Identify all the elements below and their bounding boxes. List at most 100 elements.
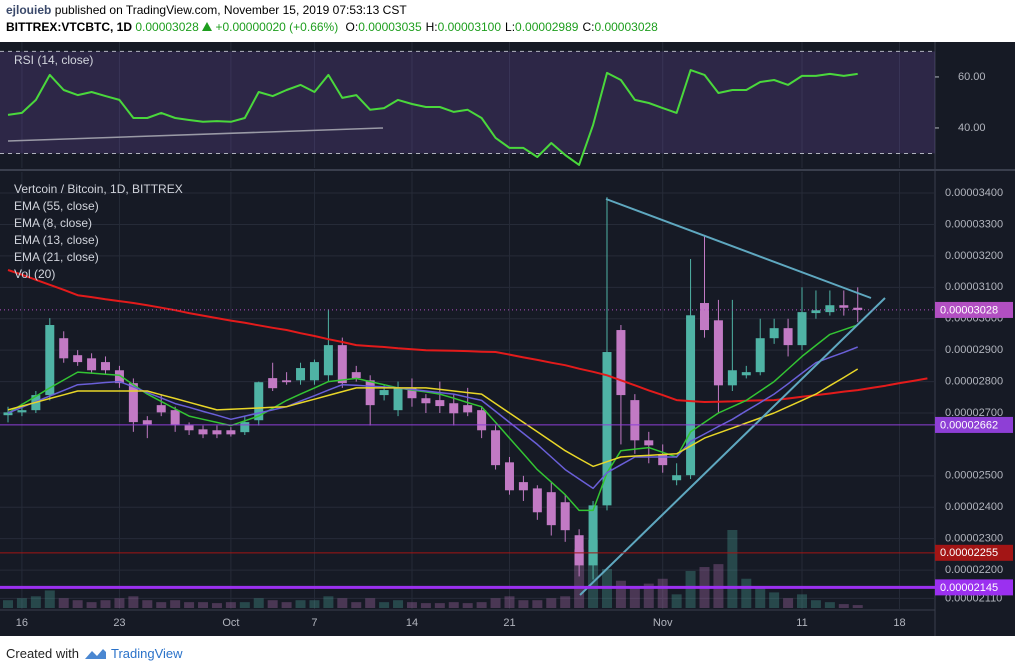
change: +0.00000020 (+0.66%) <box>215 20 339 34</box>
volume-bar <box>727 530 738 608</box>
x-tick-label: 11 <box>796 617 807 629</box>
candle-body <box>59 338 69 359</box>
volume-bar <box>462 603 473 608</box>
candle-body <box>142 420 152 425</box>
volume-bar <box>406 602 417 608</box>
candle-body <box>504 462 514 491</box>
rsi-trendline <box>7 127 384 142</box>
y-tick-label: 0.00002900 <box>945 344 1003 356</box>
volume-bar <box>142 600 153 608</box>
volume-bar <box>755 586 766 608</box>
trendline <box>579 297 886 596</box>
ohlc-label: H: <box>425 20 438 34</box>
marks-layer <box>3 69 928 608</box>
candle-body <box>825 305 835 313</box>
candle-body <box>198 429 208 435</box>
candle-body <box>87 358 97 371</box>
candle-body <box>73 355 83 363</box>
volume-bar <box>72 600 83 608</box>
candle-body <box>393 388 403 411</box>
x-tick-label: 14 <box>406 617 418 629</box>
y-tick-label: 60.00 <box>958 71 986 83</box>
volume-bar <box>100 600 111 608</box>
volume-bar <box>225 602 236 608</box>
header-bg <box>0 0 1015 42</box>
ema-line <box>7 346 858 490</box>
candle-body <box>741 372 751 376</box>
y-tick-label: 0.00002300 <box>945 533 1003 545</box>
x-tick-label: Nov <box>653 617 673 629</box>
y-tick-label: 0.00003200 <box>945 250 1003 262</box>
candle-body <box>783 328 793 346</box>
candle-body <box>365 380 375 406</box>
candle-body <box>755 338 765 373</box>
volume-bar <box>393 600 404 608</box>
up-arrow <box>202 22 213 31</box>
legend-entry: EMA (21, close) <box>14 250 99 264</box>
volume-bar <box>629 586 640 608</box>
candle-body <box>435 400 445 407</box>
ema-line <box>7 368 859 468</box>
volume-bar <box>476 602 487 608</box>
ohlc-value: 0.00003100 <box>437 20 502 34</box>
y-tick-label: 0.00002700 <box>945 407 1003 419</box>
volume-bar <box>86 602 97 608</box>
volume-bar <box>769 592 780 608</box>
candle-body <box>379 390 389 396</box>
symbol: BITTREX:VTCBTC, 1D <box>6 20 132 34</box>
candle-body <box>491 430 501 466</box>
price-level-tag <box>935 301 1013 318</box>
volume-bar <box>58 598 69 608</box>
y-tick-label: 0.00003400 <box>945 187 1003 199</box>
candle-body <box>407 388 417 399</box>
volume-bar <box>518 600 529 608</box>
candle-body <box>212 430 222 435</box>
last-price: 0.00003028 <box>135 20 199 34</box>
candle-body <box>588 505 598 566</box>
volume-bar <box>574 549 585 608</box>
rsi-band <box>0 51 935 154</box>
ema-line <box>7 324 858 512</box>
candle-body <box>296 368 306 381</box>
volume-bar <box>838 604 849 608</box>
candle-body <box>686 315 696 476</box>
candle-body <box>518 482 528 491</box>
ohlc-value: 0.00002989 <box>515 20 579 34</box>
chart-title: Vertcoin / Bitcoin, 1D, BITTREX <box>14 182 183 196</box>
candle-body <box>853 307 863 310</box>
volume-bar <box>783 598 794 608</box>
volume-bar <box>434 603 445 608</box>
rsi-line <box>7 69 858 166</box>
price-level-label: 0.00002255 <box>940 547 998 559</box>
volume-bar <box>351 602 362 608</box>
candle-body <box>156 405 166 413</box>
ohlc-label: O: <box>345 20 359 34</box>
volume-bar <box>797 594 808 608</box>
ema-line <box>7 269 928 403</box>
volume-bar <box>198 602 209 608</box>
published: published on TradingView.com, November 1… <box>54 3 407 17</box>
volume-bar <box>741 578 752 608</box>
candle-body <box>839 305 849 308</box>
volume-bar <box>824 602 835 608</box>
candle-body <box>128 383 138 423</box>
candle-body <box>560 502 570 531</box>
volume-bar <box>128 596 139 608</box>
x-tick-label: 23 <box>113 617 125 629</box>
volume-bar <box>267 600 278 608</box>
volume-bar <box>239 602 250 608</box>
ohlc-label: L: <box>505 20 516 34</box>
brand: TradingView <box>110 646 183 661</box>
volume-bar <box>615 580 626 608</box>
candle-body <box>449 403 459 414</box>
volume-bar <box>211 603 222 608</box>
candle-body <box>3 412 13 416</box>
price-level-label: 0.00002662 <box>940 419 998 431</box>
volume-bar <box>30 596 41 608</box>
volume-bar <box>810 600 821 608</box>
candle-body <box>477 410 487 431</box>
candle-body <box>658 455 668 466</box>
ohlc-value: 0.00003028 <box>594 20 658 34</box>
candle-body <box>101 362 111 371</box>
x-tick-label: 7 <box>311 617 317 629</box>
